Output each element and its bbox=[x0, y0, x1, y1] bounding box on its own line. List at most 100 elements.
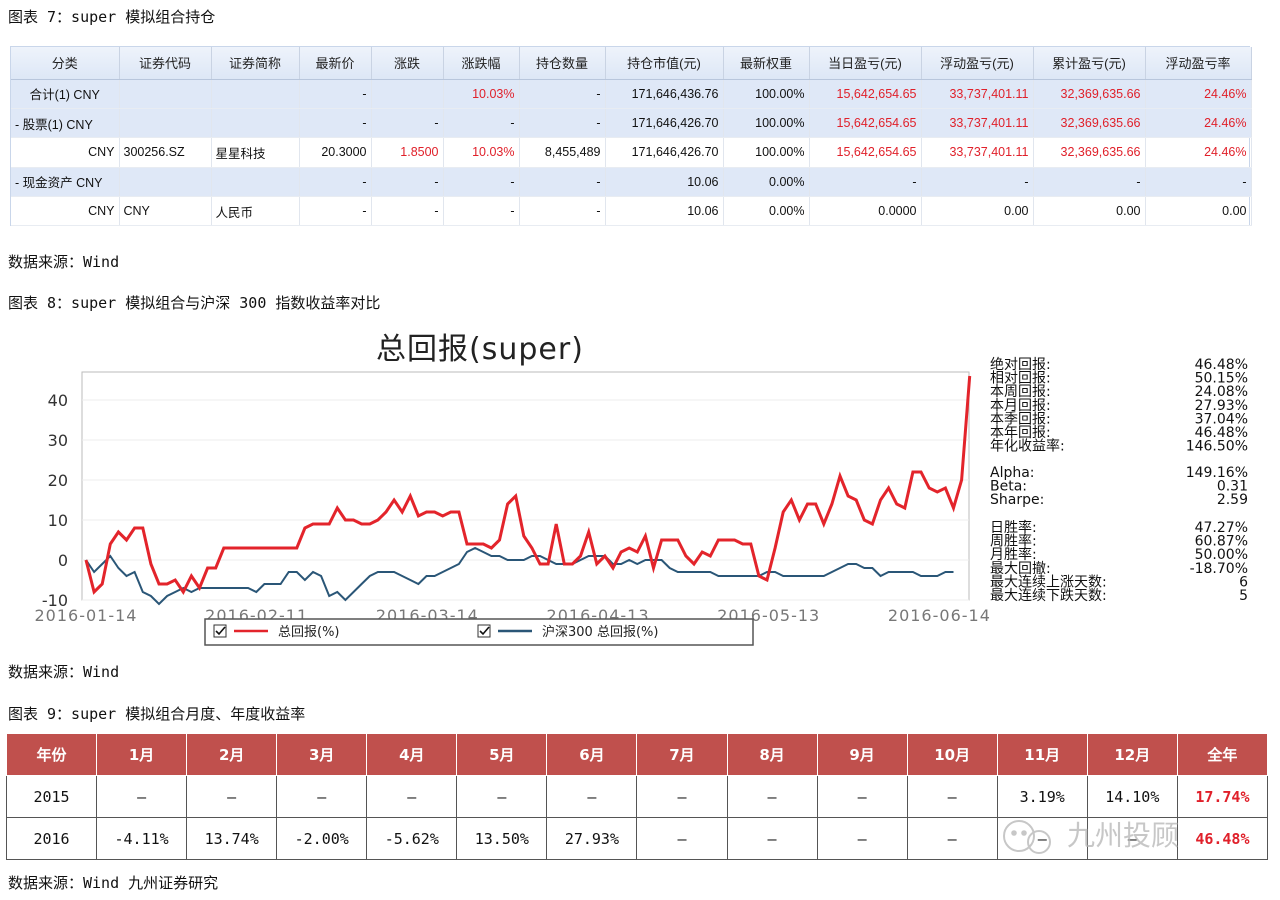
col-header[interactable]: 浮动盈亏(元) bbox=[921, 47, 1034, 80]
table-cell: 10.06 bbox=[605, 196, 724, 227]
table-cell: – bbox=[816, 775, 908, 818]
plot-area bbox=[81, 371, 970, 601]
legend-label-super: 总回报(%) bbox=[278, 625, 340, 640]
table-row: 2016 -4.11% 13.74% -2.00% -5.62% 13.50% 27.93%… bbox=[5, 817, 1269, 860]
table-cell: - bbox=[299, 79, 372, 109]
col-header: 1月 bbox=[96, 733, 188, 776]
table-cell: - bbox=[519, 167, 606, 198]
table-cell: – bbox=[456, 775, 548, 818]
stat-value: 46.48% bbox=[1195, 357, 1248, 373]
table-cell: - bbox=[371, 108, 444, 139]
stat-value: -18.70% bbox=[1190, 561, 1248, 577]
stat-label: 相对回报: bbox=[990, 371, 1051, 387]
y-tick-label: 40 bbox=[48, 391, 68, 410]
table-cell: 171,646,426.70 bbox=[605, 137, 724, 168]
holdings-table-header: 分类 证券代码 证券简称 最新价 涨跌 涨跌幅 持仓数量 持仓市值(元) 最新权重 当日盈亏(元)… bbox=[11, 47, 1252, 80]
table-cell: – bbox=[276, 775, 368, 818]
col-header[interactable]: 涨跌幅 bbox=[443, 47, 520, 80]
stat-label: 本周回报: bbox=[990, 384, 1051, 400]
stat-value: 146.50% bbox=[1186, 439, 1248, 455]
table-cell: 15,642,654.65 bbox=[809, 108, 922, 139]
source-note-2: 数据来源：Wind bbox=[8, 663, 120, 681]
table-cell: - bbox=[371, 167, 444, 198]
table-cell bbox=[119, 167, 212, 198]
table-cell: 0.00 bbox=[921, 196, 1034, 227]
table-cell: 100.00% bbox=[723, 137, 810, 168]
table-cell: CNY bbox=[119, 196, 212, 227]
stat-value: 47.27% bbox=[1195, 520, 1248, 536]
stat-label: 年化收益率: bbox=[990, 438, 1065, 455]
col-header: 4月 bbox=[366, 733, 458, 776]
legend-label-hs300: 沪深300 总回报(%) bbox=[542, 624, 658, 640]
col-header[interactable]: 累计盈亏(元) bbox=[1033, 47, 1146, 80]
col-header[interactable]: 持仓市值(元) bbox=[605, 47, 724, 80]
stat-value: 46.48% bbox=[1195, 425, 1248, 441]
col-header[interactable]: 证券代码 bbox=[119, 47, 212, 80]
col-header[interactable]: 最新权重 bbox=[723, 47, 810, 80]
table-cell: – bbox=[546, 775, 638, 818]
table-cell: 13.50% bbox=[456, 817, 548, 860]
table-cell: CNY bbox=[11, 196, 120, 227]
col-header[interactable]: 持仓数量 bbox=[519, 47, 606, 80]
chart-title: 总回报(super) bbox=[376, 332, 584, 367]
table-cell: 2015 bbox=[5, 775, 98, 818]
table-cell: 星星科技 bbox=[211, 137, 300, 168]
table-row[interactable]: - 股票(1) CNY - - - -171,646,426.70 100.00% 15,6… bbox=[11, 108, 1252, 139]
figure7-caption: 图表 7：super 模拟组合持仓 bbox=[8, 8, 216, 26]
table-cell: 20.3000 bbox=[299, 137, 372, 168]
stat-value: 0.31 bbox=[1217, 479, 1248, 495]
table-cell: 2016 bbox=[5, 817, 98, 860]
stat-label: Alpha: bbox=[990, 465, 1035, 481]
stat-value: 6 bbox=[1239, 574, 1248, 590]
legend-item-super[interactable]: 总回报(%) bbox=[213, 624, 340, 640]
table-cell: - 股票(1) CNY bbox=[11, 108, 120, 139]
table-cell: – bbox=[96, 775, 188, 818]
stat-value: 24.08% bbox=[1195, 384, 1248, 400]
series-line-hs300 bbox=[85, 546, 954, 606]
legend-item-hs300[interactable]: 沪深300 总回报(%) bbox=[477, 624, 658, 640]
x-tick-label: 2016-06-14 bbox=[888, 606, 991, 625]
col-header: 9月 bbox=[816, 733, 908, 776]
stat-value: 50.15% bbox=[1195, 371, 1248, 387]
stat-label: 日胜率: bbox=[990, 519, 1037, 536]
table-cell: 13.74% bbox=[186, 817, 278, 860]
table-cell: 10.06 bbox=[605, 167, 724, 198]
table-cell bbox=[119, 79, 212, 109]
col-header[interactable]: 最新价 bbox=[299, 47, 372, 80]
col-header[interactable]: 证券简称 bbox=[211, 47, 300, 80]
col-header: 3月 bbox=[276, 733, 368, 776]
table-cell: 27.93% bbox=[546, 817, 638, 860]
holdings-table: 分类 证券代码 证券简称 最新价 涨跌 涨跌幅 持仓数量 持仓市值(元) 最新权重 当日盈亏(元)… bbox=[11, 47, 1252, 227]
col-header: 年份 bbox=[5, 733, 98, 776]
col-header[interactable]: 当日盈亏(元) bbox=[809, 47, 922, 80]
col-header[interactable]: 涨跌 bbox=[371, 47, 444, 80]
legend-checkbox-super[interactable] bbox=[213, 624, 227, 638]
legend-checkbox-hs300[interactable] bbox=[477, 624, 491, 638]
table-cell: 15,642,654.65 bbox=[809, 79, 922, 109]
y-axis: -10 0 10 20 30 40 bbox=[42, 391, 969, 610]
table-cell bbox=[371, 79, 444, 109]
y-tick-label: 30 bbox=[48, 431, 68, 450]
table-cell: 14.10% bbox=[1086, 775, 1178, 818]
series-line-super bbox=[84, 375, 972, 595]
table-row[interactable]: 合计(1) CNY -10.03% -171,646,436.76 100.00% 15… bbox=[11, 79, 1252, 109]
table-cell: - bbox=[443, 108, 520, 139]
col-header: 5月 bbox=[456, 733, 548, 776]
stat-value: 2.59 bbox=[1217, 492, 1248, 508]
table-row[interactable]: CNY 300256.SZ 星星科技 20.3000 1.8500 10.03% 8,455… bbox=[11, 137, 1252, 168]
table-cell: - bbox=[519, 108, 606, 139]
table-cell: CNY bbox=[11, 137, 120, 168]
table-row[interactable]: - 现金资产 CNY - - - -10.06 0.00% - - - - bbox=[11, 167, 1252, 198]
performance-stats-panel: 绝对回报: 46.48% 相对回报: 50.15% 本周回报: 24.08% 本月回报: 27… bbox=[990, 357, 1248, 604]
table-cell: – bbox=[186, 775, 278, 818]
table-cell: 100.00% bbox=[723, 108, 810, 139]
stat-value: 60.87% bbox=[1195, 534, 1248, 550]
col-header[interactable]: 浮动盈亏率 bbox=[1145, 47, 1252, 80]
col-header[interactable]: 分类 bbox=[11, 47, 120, 80]
table-row[interactable]: CNY CNY 人民币 - - - -10.06 0.00% 0.0000 0.00 0.00 0.0… bbox=[11, 196, 1252, 227]
table-cell: - bbox=[443, 196, 520, 227]
table-cell: 人民币 bbox=[211, 196, 300, 227]
table-cell: - bbox=[299, 108, 372, 139]
stat-label: 本年回报: bbox=[990, 425, 1051, 441]
figure9-caption: 图表 9：super 模拟组合月度、年度收益率 bbox=[8, 705, 306, 723]
